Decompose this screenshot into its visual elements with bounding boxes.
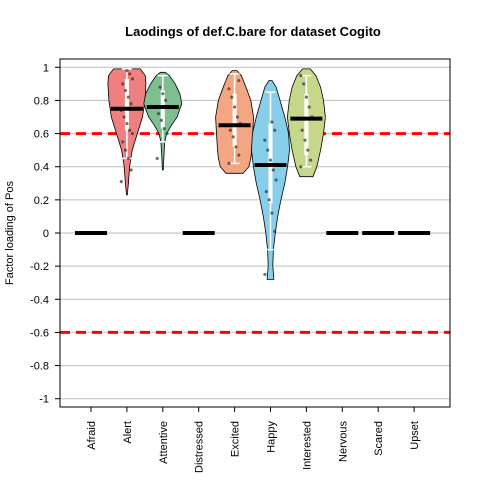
x-tick-label-attentive: Attentive — [158, 421, 170, 464]
data-point-excited-10 — [237, 78, 241, 83]
violin-group-interested — [286, 68, 326, 178]
data-point-happy-10 — [273, 128, 277, 132]
data-point-alert-11 — [126, 95, 130, 99]
y-tick-label-0: 1 — [43, 62, 49, 74]
data-point-attentive-4 — [157, 112, 161, 116]
data-point-happy-0 — [263, 272, 267, 277]
violin-group-happy — [251, 80, 290, 280]
data-point-alert-10 — [129, 102, 133, 106]
x-tick-label-distressed: Distressed — [194, 421, 206, 473]
data-point-happy-2 — [270, 211, 274, 215]
violin-group-excited — [215, 70, 255, 174]
data-point-happy-5 — [274, 178, 278, 182]
data-point-interested-4 — [300, 128, 304, 132]
medians — [75, 105, 431, 235]
data-point-excited-8 — [230, 95, 234, 99]
x-tick-label-happy: Happy — [266, 421, 278, 453]
data-point-happy-6 — [271, 168, 275, 172]
y-tick-label-5: 0 — [43, 228, 49, 240]
x-tick-label-alert: Alert — [122, 421, 134, 444]
data-point-interested-7 — [304, 95, 308, 99]
data-point-excited-0 — [227, 161, 231, 165]
data-point-alert-1 — [129, 168, 133, 172]
data-point-attentive-7 — [161, 92, 165, 96]
violin-group-alert — [107, 68, 147, 196]
data-point-alert-13 — [121, 82, 125, 86]
data-point-happy-3 — [267, 198, 271, 202]
data-point-excited-4 — [228, 128, 232, 132]
data-point-alert-4 — [121, 140, 125, 144]
y-tick-label-6: -0.2 — [30, 261, 49, 273]
y-tick-label-4: 0.2 — [34, 195, 49, 207]
y-tick-label-1: 0.8 — [34, 95, 49, 107]
data-point-alert-15 — [128, 72, 132, 76]
data-point-interested-0 — [299, 165, 303, 169]
x-tick-label-upset: Upset — [409, 421, 421, 450]
x-tick-label-afraid: Afraid — [86, 421, 98, 450]
data-point-excited-1 — [237, 153, 241, 157]
data-point-attentive-2 — [162, 127, 166, 131]
chart-title: Laodings of def.C.bare for dataset Cogit… — [125, 24, 381, 39]
data-point-excited-9 — [227, 87, 231, 91]
y-tick-label-7: -0.4 — [30, 294, 49, 306]
x-tick-label-nervous: Nervous — [337, 421, 349, 462]
data-point-alert-12 — [123, 88, 128, 93]
data-point-interested-3 — [303, 138, 307, 142]
x-tick-label-excited: Excited — [230, 421, 242, 457]
data-point-alert-14 — [130, 77, 135, 81]
data-point-alert-3 — [123, 148, 128, 152]
y-tick-label-8: -0.6 — [30, 327, 49, 339]
y-tick-label-9: -0.8 — [30, 361, 49, 373]
data-point-excited-3 — [231, 135, 235, 139]
data-point-alert-0 — [119, 180, 123, 184]
data-point-attentive-6 — [164, 98, 168, 103]
data-point-attentive-3 — [159, 118, 163, 122]
x-tick-label-interested: Interested — [301, 421, 313, 470]
data-point-alert-2 — [126, 156, 130, 161]
data-point-excited-6 — [235, 115, 239, 119]
data-point-happy-11 — [270, 120, 274, 124]
data-point-happy-1 — [273, 229, 277, 233]
data-point-attentive-8 — [158, 85, 162, 89]
violins — [107, 68, 326, 280]
data-point-alert-6 — [128, 128, 132, 132]
x-axis: Afraid Alert Attentive Distressed Excited Hap… — [86, 407, 421, 473]
data-point-interested-9 — [299, 73, 303, 78]
x-tick-label-scared: Scared — [373, 421, 385, 456]
y-axis-label: Factor loading of Pos — [4, 181, 16, 285]
y-axis: 1 0.8 0.6 0.4 0.2 0 -0.2 -0.4 -0.6 -0.8 -1 — [30, 62, 60, 406]
y-tick-label-3: 0.4 — [34, 162, 49, 174]
data-point-attentive-1 — [165, 131, 169, 136]
y-tick-label-2: 0.6 — [34, 129, 49, 141]
violin-group-attentive — [143, 71, 183, 171]
data-point-happy-4 — [264, 189, 268, 194]
data-point-excited-7 — [233, 105, 237, 109]
data-point-alert-8 — [122, 115, 126, 119]
data-point-interested-8 — [302, 82, 306, 86]
y-tick-label-10: -1 — [39, 394, 49, 406]
data-point-happy-9 — [263, 138, 267, 142]
data-point-excited-2 — [234, 145, 238, 149]
data-point-happy-8 — [266, 148, 270, 152]
data-point-interested-6 — [307, 105, 311, 109]
data-point-alert-7 — [125, 122, 129, 126]
data-point-alert-16 — [125, 69, 129, 73]
data-point-interested-2 — [306, 148, 310, 152]
data-point-happy-7 — [268, 158, 273, 162]
data-point-alert-5 — [130, 131, 135, 136]
data-point-attentive-0 — [155, 156, 159, 161]
data-point-interested-1 — [309, 158, 313, 162]
